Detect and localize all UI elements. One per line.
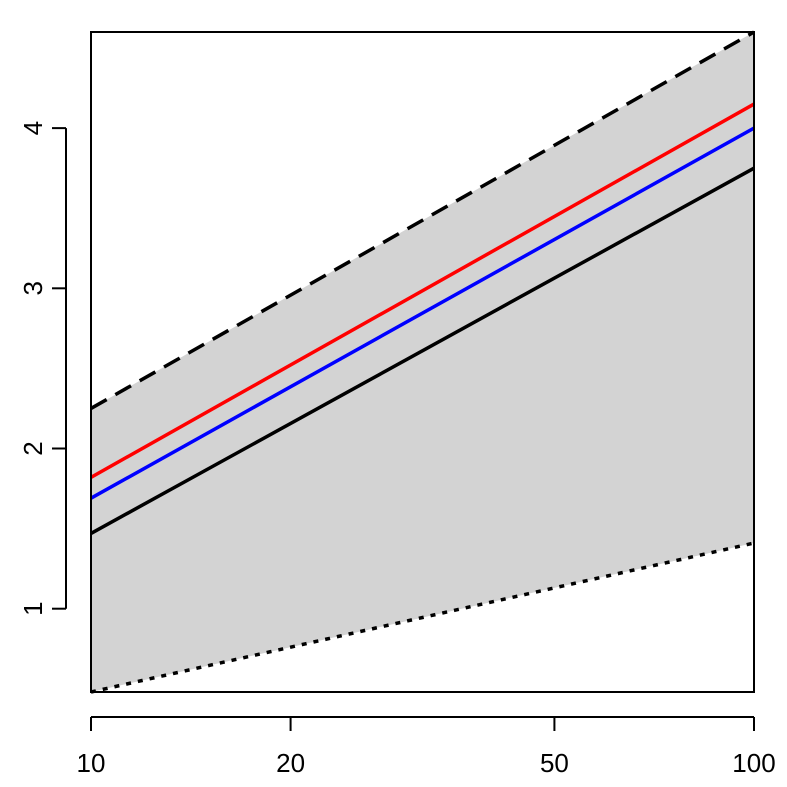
- series-line-4-solid: [90, 166, 755, 535]
- y-axis: 1 2 3 4: [18, 121, 67, 616]
- x-tick-label: 100: [732, 748, 775, 778]
- series-line-1-dashed: [90, 30, 755, 410]
- y-tick-label: 3: [18, 281, 48, 295]
- series-line-5-dotted: [90, 541, 755, 694]
- x-tick-label: 20: [276, 748, 305, 778]
- x-tick-label: 10: [77, 748, 106, 778]
- series-line-3-solid: [90, 126, 755, 500]
- series-line-2-solid: [90, 102, 755, 479]
- y-tick-label: 4: [18, 121, 48, 135]
- confidence-band: [91, 32, 754, 692]
- x-axis: 10 20 50 100: [77, 716, 776, 778]
- series-layer: [90, 30, 755, 694]
- y-tick-label: 1: [18, 601, 48, 615]
- y-tick-label: 2: [18, 441, 48, 455]
- band-layer: [91, 32, 754, 692]
- x-tick-label: 50: [540, 748, 569, 778]
- plot-frame: [90, 31, 755, 693]
